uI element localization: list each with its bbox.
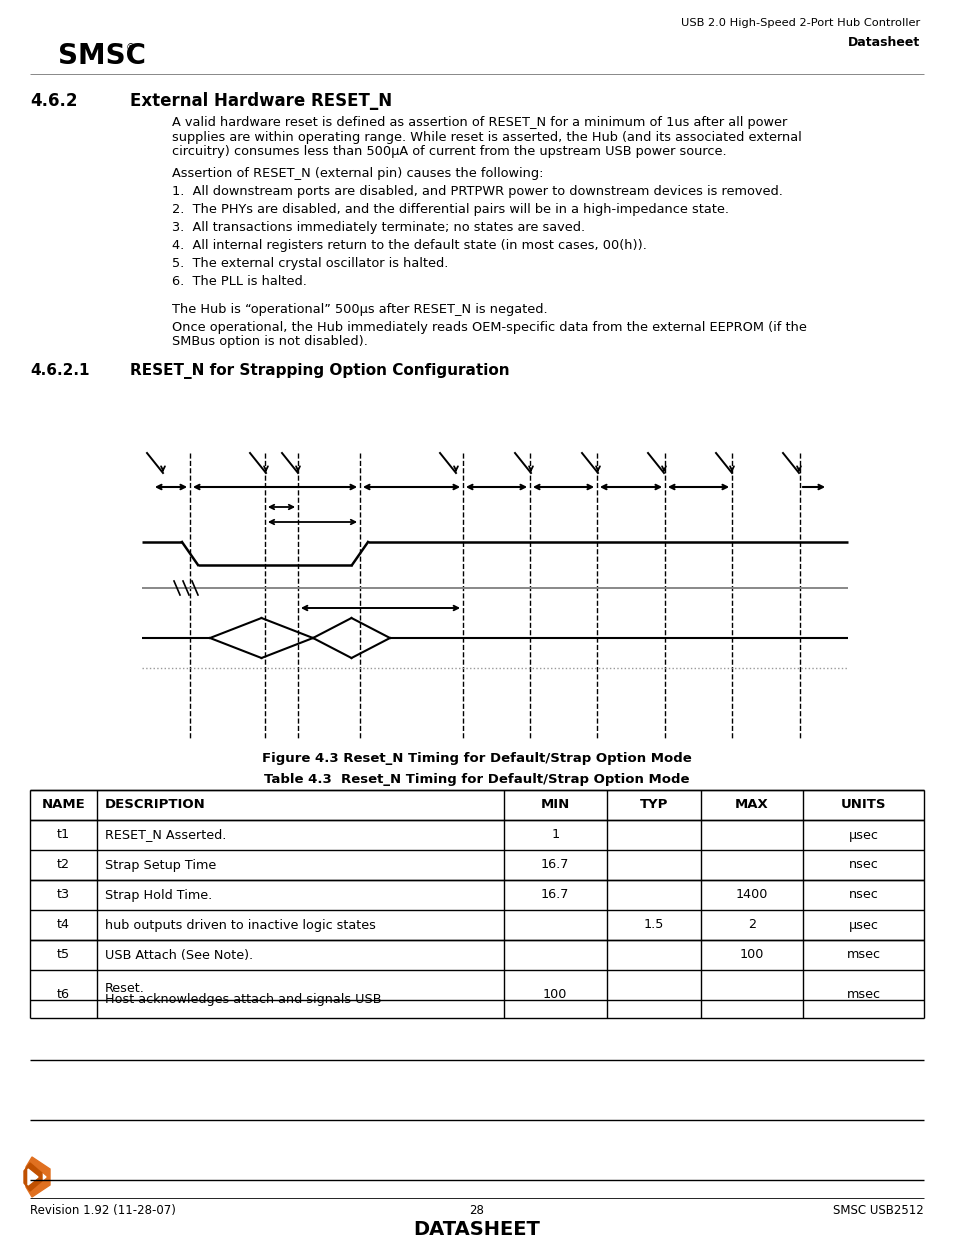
Text: Datasheet: Datasheet bbox=[847, 36, 919, 49]
Text: Strap Setup Time: Strap Setup Time bbox=[105, 858, 216, 872]
Text: ®: ® bbox=[126, 43, 135, 53]
Text: nsec: nsec bbox=[848, 888, 878, 902]
Text: Once operational, the Hub immediately reads OEM-specific data from the external : Once operational, the Hub immediately re… bbox=[172, 321, 806, 333]
Polygon shape bbox=[28, 1170, 38, 1186]
Text: 1400: 1400 bbox=[735, 888, 767, 902]
Text: Table 4.3  Reset_N Timing for Default/Strap Option Mode: Table 4.3 Reset_N Timing for Default/Str… bbox=[264, 773, 689, 785]
Text: MIN: MIN bbox=[540, 799, 569, 811]
Text: Assertion of RESET_N (external pin) causes the following:: Assertion of RESET_N (external pin) caus… bbox=[172, 167, 543, 180]
Text: NAME: NAME bbox=[42, 799, 86, 811]
Text: Host acknowledges attach and signals USB: Host acknowledges attach and signals USB bbox=[105, 993, 381, 1007]
Text: Figure 4.3 Reset_N Timing for Default/Strap Option Mode: Figure 4.3 Reset_N Timing for Default/St… bbox=[262, 752, 691, 764]
Text: SMSC: SMSC bbox=[58, 42, 146, 70]
Text: SMSC USB2512: SMSC USB2512 bbox=[832, 1204, 923, 1216]
Text: The Hub is “operational” 500μs after RESET_N is negated.: The Hub is “operational” 500μs after RES… bbox=[172, 303, 547, 316]
Text: t5: t5 bbox=[57, 948, 70, 962]
Text: 100: 100 bbox=[739, 948, 763, 962]
Text: μsec: μsec bbox=[848, 829, 878, 841]
Text: msec: msec bbox=[845, 988, 880, 1000]
Text: t4: t4 bbox=[57, 919, 70, 931]
Text: USB Attach (See Note).: USB Attach (See Note). bbox=[105, 948, 253, 962]
Text: Reset.: Reset. bbox=[105, 982, 145, 994]
Text: 16.7: 16.7 bbox=[540, 888, 569, 902]
Text: 1.5: 1.5 bbox=[642, 919, 663, 931]
Text: 3.  All transactions immediately terminate; no states are saved.: 3. All transactions immediately terminat… bbox=[172, 221, 584, 233]
Text: t3: t3 bbox=[57, 888, 70, 902]
Text: SMBus option is not disabled).: SMBus option is not disabled). bbox=[172, 335, 368, 348]
Text: t6: t6 bbox=[57, 988, 70, 1000]
Text: 4.6.2: 4.6.2 bbox=[30, 91, 77, 110]
Text: DATASHEET: DATASHEET bbox=[414, 1220, 539, 1235]
Text: TYP: TYP bbox=[639, 799, 667, 811]
Text: msec: msec bbox=[845, 948, 880, 962]
Text: 2: 2 bbox=[747, 919, 755, 931]
Text: RESET_N for Strapping Option Configuration: RESET_N for Strapping Option Configurati… bbox=[130, 363, 509, 379]
Text: 100: 100 bbox=[542, 988, 567, 1000]
Text: μsec: μsec bbox=[848, 919, 878, 931]
Text: hub outputs driven to inactive logic states: hub outputs driven to inactive logic sta… bbox=[105, 919, 375, 931]
Text: DESCRIPTION: DESCRIPTION bbox=[105, 799, 206, 811]
Text: Strap Hold Time.: Strap Hold Time. bbox=[105, 888, 213, 902]
Text: t1: t1 bbox=[57, 829, 70, 841]
Text: supplies are within operating range. While reset is asserted, the Hub (and its a: supplies are within operating range. Whi… bbox=[172, 131, 801, 143]
Text: RESET_N Asserted.: RESET_N Asserted. bbox=[105, 829, 226, 841]
Text: 16.7: 16.7 bbox=[540, 858, 569, 872]
Polygon shape bbox=[26, 1157, 50, 1197]
Text: circuitry) consumes less than 500μA of current from the upstream USB power sourc: circuitry) consumes less than 500μA of c… bbox=[172, 144, 726, 158]
Text: Revision 1.92 (11-28-07): Revision 1.92 (11-28-07) bbox=[30, 1204, 175, 1216]
Text: MAX: MAX bbox=[734, 799, 768, 811]
Text: 2.  The PHYs are disabled, and the differential pairs will be in a high-impedanc: 2. The PHYs are disabled, and the differ… bbox=[172, 203, 728, 216]
Text: 1: 1 bbox=[551, 829, 558, 841]
Text: External Hardware RESET_N: External Hardware RESET_N bbox=[130, 91, 392, 110]
Text: 4.6.2.1: 4.6.2.1 bbox=[30, 363, 90, 378]
Text: A valid hardware reset is defined as assertion of RESET_N for a minimum of 1us a: A valid hardware reset is defined as ass… bbox=[172, 116, 786, 128]
Polygon shape bbox=[24, 1163, 42, 1191]
Text: 5.  The external crystal oscillator is halted.: 5. The external crystal oscillator is ha… bbox=[172, 257, 448, 270]
Text: t2: t2 bbox=[57, 858, 70, 872]
Text: UNITS: UNITS bbox=[840, 799, 885, 811]
Polygon shape bbox=[34, 1167, 46, 1187]
Text: 1.  All downstream ports are disabled, and PRTPWR power to downstream devices is: 1. All downstream ports are disabled, an… bbox=[172, 185, 782, 198]
Text: 28: 28 bbox=[469, 1204, 484, 1216]
Text: nsec: nsec bbox=[848, 858, 878, 872]
Text: 4.  All internal registers return to the default state (in most cases, 00(h)).: 4. All internal registers return to the … bbox=[172, 240, 646, 252]
Text: 6.  The PLL is halted.: 6. The PLL is halted. bbox=[172, 275, 307, 288]
Text: USB 2.0 High-Speed 2-Port Hub Controller: USB 2.0 High-Speed 2-Port Hub Controller bbox=[680, 19, 919, 28]
